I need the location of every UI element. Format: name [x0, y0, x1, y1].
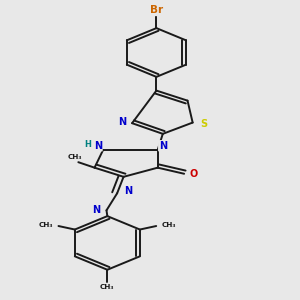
Text: CH₃: CH₃: [39, 222, 53, 228]
Text: Br: Br: [150, 5, 163, 15]
Text: CH₃: CH₃: [100, 284, 115, 290]
Text: N: N: [159, 141, 167, 151]
Text: CH₃: CH₃: [68, 154, 82, 160]
Text: N: N: [92, 205, 100, 215]
Text: CH₃: CH₃: [161, 222, 176, 228]
Text: N: N: [94, 141, 102, 151]
Text: N: N: [118, 117, 126, 127]
Text: N: N: [124, 186, 132, 196]
Text: S: S: [200, 119, 207, 129]
Text: O: O: [189, 169, 198, 179]
Text: H: H: [85, 140, 92, 149]
